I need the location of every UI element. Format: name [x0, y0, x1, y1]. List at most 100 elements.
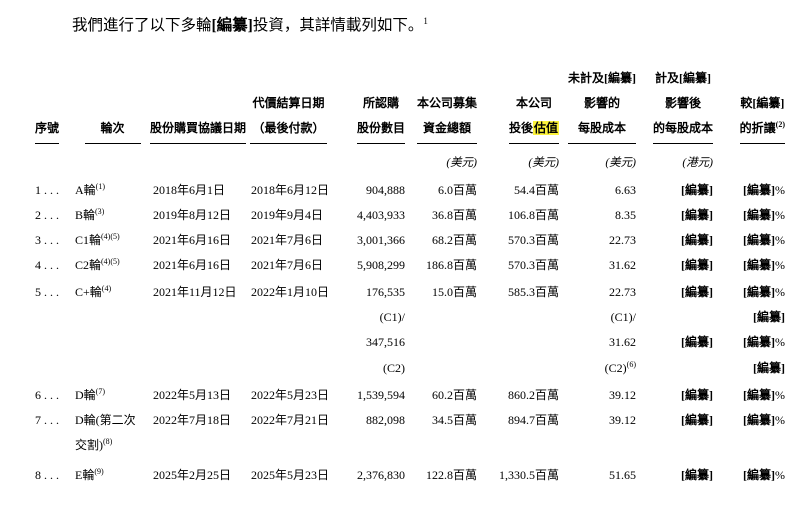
currency-unit-shares-subscribed — [328, 144, 405, 170]
title-text-after: 投資，其詳情載列如下。 — [252, 17, 424, 34]
cell-seq-no: 8 . . . — [35, 468, 59, 482]
currency-unit-post-money-valuation: (美元) — [528, 157, 559, 169]
cell-seq-no — [33, 299, 75, 324]
cell-post-money-valuation: 54.4百萬 — [513, 183, 559, 197]
cell-seq-no: 6 . . . — [35, 388, 59, 402]
cell-seq-no — [33, 427, 75, 452]
column-header-post-money-valuation: 本公司 投後估值 — [477, 60, 559, 144]
cell-funds-raised — [405, 299, 477, 324]
cell-funds-raised: 186.8百萬 — [425, 258, 477, 272]
cell-discount: [編纂]% — [743, 285, 785, 299]
table-row: (C2) (C2)(6) [編纂] — [33, 349, 785, 376]
column-header-spa-date: 股份購買協議日期 — [150, 60, 249, 144]
cell-seq-no — [33, 324, 75, 349]
cell-discount: [編纂]% — [743, 258, 785, 272]
cell-cost-per-share-pre: 31.62 — [609, 258, 636, 272]
cell-spa-date: 2021年6月16日 — [153, 233, 232, 247]
column-header-settlement-date: 代價結算日期 （最後付款） — [249, 60, 328, 144]
column-header-round: 輪次 — [75, 60, 150, 144]
cell-spa-date: 2021年6月16日 — [153, 258, 232, 272]
cell-shares-subscribed: (C2) — [383, 361, 405, 375]
cell-discount: [編纂]% — [743, 208, 785, 222]
cell-funds-raised: 34.5百萬 — [431, 413, 477, 427]
cell-seq-no: 5 . . . — [35, 285, 59, 299]
table-row: 3 . . . C1輪(4)(5) 2021年6月16日 2021年7月6日 3,001… — [33, 222, 785, 248]
cell-cost-per-share-pre: 39.12 — [609, 413, 636, 427]
cell-spa-date — [150, 349, 249, 375]
cell-settlement-date: 2021年7月6日 — [251, 258, 324, 272]
cell-post-money-valuation: 1,330.5百萬 — [498, 468, 559, 482]
currency-unit-cost-per-share-post: (港元) — [682, 157, 713, 169]
cell-funds-raised — [405, 324, 477, 349]
column-header-seq-no: 序號 — [33, 60, 75, 144]
cell-post-money-valuation — [477, 324, 559, 349]
cell-cost-per-share-post: [編纂] — [681, 335, 713, 349]
cell-funds-raised: 36.8百萬 — [431, 208, 477, 222]
cell-spa-date — [150, 299, 249, 324]
cell-funds-raised: 68.2百萬 — [431, 233, 477, 247]
cell-discount: [編纂]% — [743, 388, 785, 402]
currency-unit-discount — [713, 144, 785, 170]
cell-spa-date: 2022年7月18日 — [153, 413, 232, 427]
cell-round: C1輪(4)(5) — [75, 232, 120, 248]
table-row: 7 . . . D輪(第二次 2022年7月18日 2022年7月21日 882,098… — [33, 402, 785, 427]
cell-post-money-valuation: 106.8百萬 — [507, 208, 559, 222]
cell-funds-raised: 122.8百萬 — [425, 468, 477, 482]
cell-shares-subscribed: 347,516 — [366, 335, 405, 349]
cell-settlement-date: 2025年5月23日 — [251, 468, 330, 482]
cell-post-money-valuation: 570.3百萬 — [507, 258, 559, 272]
table-row: 1 . . . A輪(1) 2018年6月1日 2018年6月12日 904,888 6.… — [33, 170, 785, 198]
cell-cost-per-share-post: [編纂] — [681, 388, 713, 402]
currency-unit-seq-no — [33, 144, 75, 170]
column-header-cost-per-share-pre: 未計及[編纂] 影響的 每股成本 — [559, 60, 636, 144]
cell-spa-date: 2019年8月12日 — [153, 208, 232, 222]
cell-cost-per-share-post — [636, 349, 713, 375]
cell-cost-per-share-pre: 6.63 — [615, 183, 636, 197]
table-body: 1 . . . A輪(1) 2018年6月1日 2018年6月12日 904,888 6.… — [33, 170, 785, 483]
table-row: 5 . . . C+輪(4) 2021年11月12日 2022年1月10日 176,53… — [33, 272, 785, 300]
cell-cost-per-share-pre: (C2)(6) — [604, 360, 636, 376]
cell-seq-no: 7 . . . — [35, 413, 59, 427]
cell-post-money-valuation: 585.3百萬 — [507, 285, 559, 299]
cell-cost-per-share-pre: 31.62 — [609, 335, 636, 349]
cell-cost-per-share-pre: (C1)/ — [610, 310, 636, 324]
cell-seq-no — [33, 349, 75, 375]
cell-round: 交割)(8) — [75, 437, 113, 453]
cell-discount: [編纂]% — [743, 468, 785, 482]
cell-discount: [編纂] — [753, 361, 785, 375]
title-redacted-token: [編纂] — [211, 17, 253, 34]
table-row: (C1)/ (C1)/ [編纂] — [33, 299, 785, 324]
cell-spa-date — [150, 427, 249, 452]
cell-round — [75, 324, 150, 349]
cell-seq-no: 4 . . . — [35, 258, 59, 272]
table-row: 8 . . . E輪(9) 2025年2月25日 2025年5月23日 2,376,83… — [33, 452, 785, 483]
cell-seq-no: 1 . . . — [35, 183, 59, 197]
cell-shares-subscribed: 4,403,933 — [357, 208, 405, 222]
cell-settlement-date: 2021年7月6日 — [251, 233, 324, 247]
cell-discount: [編纂]% — [743, 335, 785, 349]
cell-round: C2輪(4)(5) — [75, 257, 120, 273]
page-title: 我們進行了以下多輪[編纂]投資，其詳情載列如下。1 — [72, 16, 428, 36]
cell-post-money-valuation: 570.3百萬 — [507, 233, 559, 247]
cell-post-money-valuation — [477, 427, 559, 452]
table-header-row: 序號 輪次 股份購買協議日期 代價結算日期 （最後付款） 所認購 股份數目 本公司募集 資金總額… — [33, 60, 785, 144]
cell-discount: [編纂]% — [743, 233, 785, 247]
cell-post-money-valuation: 860.2百萬 — [507, 388, 559, 402]
currency-units-row: (美元) (美元) (美元) (港元) — [33, 144, 785, 170]
cell-cost-per-share-pre: 51.65 — [609, 468, 636, 482]
currency-unit-spa-date — [150, 144, 249, 170]
cell-settlement-date: 2022年1月10日 — [251, 285, 330, 299]
cell-round — [75, 299, 150, 324]
cell-post-money-valuation — [477, 349, 559, 375]
cell-seq-no: 2 . . . — [35, 208, 59, 222]
cell-shares-subscribed: 3,001,366 — [357, 233, 405, 247]
cell-cost-per-share-post: [編纂] — [681, 285, 713, 299]
investment-rounds-table: 序號 輪次 股份購買協議日期 代價結算日期 （最後付款） 所認購 股份數目 本公司募集 資金總額… — [33, 60, 785, 482]
cell-cost-per-share-pre — [559, 427, 636, 452]
currency-unit-round — [75, 144, 150, 170]
cell-discount: [編纂]% — [743, 413, 785, 427]
cell-shares-subscribed: 882,098 — [366, 413, 405, 427]
cell-funds-raised: 60.2百萬 — [431, 388, 477, 402]
cell-funds-raised — [405, 349, 477, 375]
